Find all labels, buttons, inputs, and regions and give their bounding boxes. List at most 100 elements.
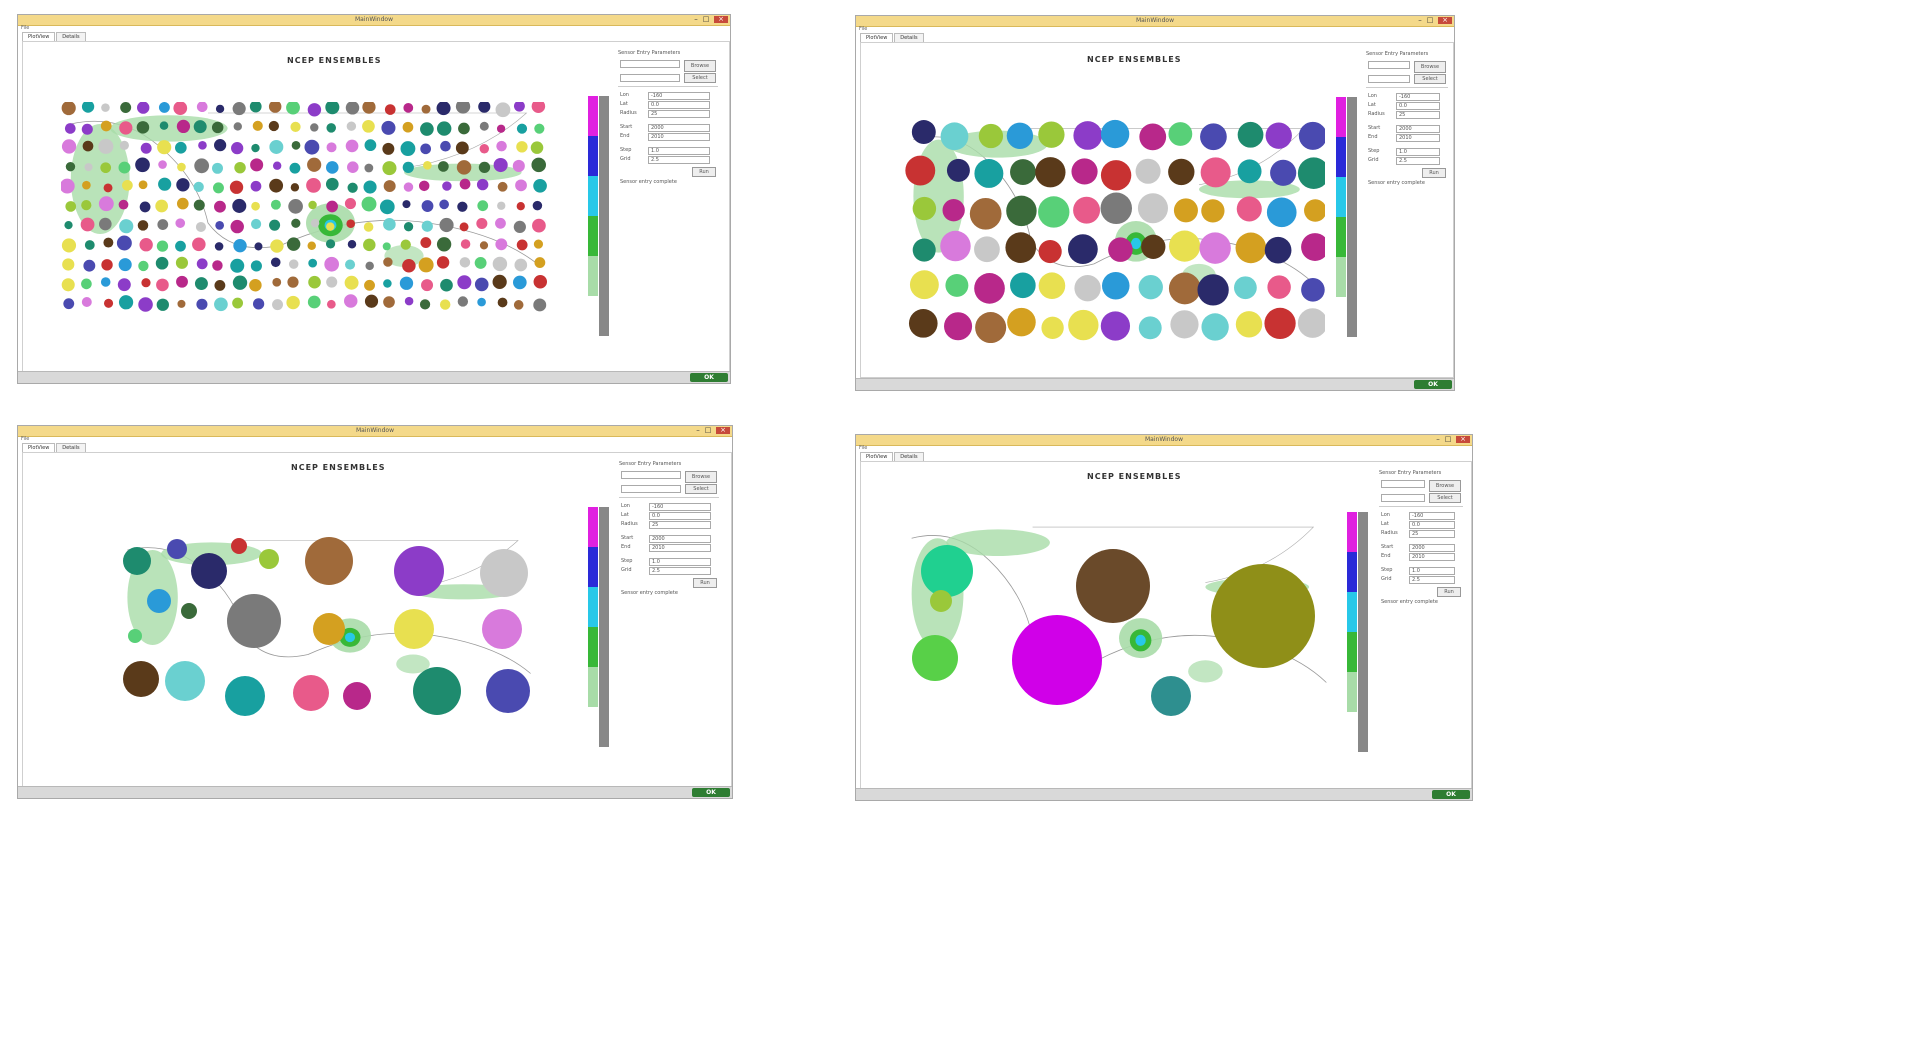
station-marker xyxy=(476,217,488,230)
input-field[interactable] xyxy=(621,471,681,479)
maximize-icon[interactable]: □ xyxy=(1426,16,1434,24)
field-input[interactable]: 1.0 xyxy=(649,558,711,566)
field-input[interactable]: 2010 xyxy=(649,544,711,552)
field-input[interactable]: 0.0 xyxy=(649,512,711,520)
field-input[interactable]: -160 xyxy=(648,92,710,100)
station-marker xyxy=(344,294,358,308)
run-button[interactable]: Run xyxy=(692,167,716,177)
close-icon[interactable]: × xyxy=(716,427,730,434)
input-field[interactable] xyxy=(620,74,680,82)
minimize-icon[interactable]: – xyxy=(696,426,700,434)
field-input[interactable]: 2000 xyxy=(1396,125,1440,133)
input-field[interactable] xyxy=(620,60,680,68)
menu-bar[interactable]: File xyxy=(21,25,30,31)
menu-bar[interactable]: File xyxy=(859,445,868,451)
field-input[interactable]: 25 xyxy=(648,110,710,118)
close-icon[interactable]: × xyxy=(1438,17,1452,24)
tab-details[interactable]: Details xyxy=(56,32,86,41)
select-button[interactable]: Select xyxy=(685,484,717,494)
field-input[interactable]: 2010 xyxy=(1396,134,1440,142)
station-marker xyxy=(225,676,265,716)
station-marker xyxy=(344,197,357,210)
maximize-icon[interactable]: □ xyxy=(1444,435,1452,443)
field-input[interactable]: 2010 xyxy=(1409,553,1455,561)
close-icon[interactable]: × xyxy=(714,16,728,23)
station-marker xyxy=(173,102,188,116)
select-button[interactable]: Select xyxy=(1414,74,1446,84)
station-marker xyxy=(155,199,169,213)
station-marker xyxy=(249,278,262,292)
close-icon[interactable]: × xyxy=(1456,436,1470,443)
field-input[interactable]: 0.0 xyxy=(1396,102,1440,110)
browse-button[interactable]: Browse xyxy=(1429,480,1461,492)
station-marker xyxy=(326,123,337,133)
select-button[interactable]: Select xyxy=(1429,493,1461,503)
station-marker xyxy=(193,199,205,211)
minimize-icon[interactable]: – xyxy=(694,15,698,23)
field-input[interactable]: 2000 xyxy=(648,124,710,132)
field-input[interactable]: 1.0 xyxy=(1409,567,1455,575)
field-input[interactable]: 25 xyxy=(649,521,711,529)
land-region xyxy=(1188,660,1223,683)
field-input[interactable]: 1.0 xyxy=(1396,148,1440,156)
map-canvas[interactable] xyxy=(903,516,1335,738)
field-input[interactable]: 0.0 xyxy=(1409,521,1455,529)
field-input[interactable]: 2.5 xyxy=(1409,576,1455,584)
field-input[interactable]: 25 xyxy=(1396,111,1440,119)
station-marker xyxy=(167,539,187,559)
input-field[interactable] xyxy=(1381,480,1425,488)
select-button[interactable]: Select xyxy=(684,73,716,83)
tab-plotview[interactable]: PlotView xyxy=(860,452,894,461)
field-input[interactable]: 2010 xyxy=(648,133,710,141)
station-marker xyxy=(214,280,226,291)
input-field[interactable] xyxy=(1368,75,1410,83)
station-marker xyxy=(268,102,282,113)
field-label: Lon xyxy=(1368,93,1377,99)
maximize-icon[interactable]: □ xyxy=(702,15,710,23)
field-input[interactable]: 2.5 xyxy=(648,156,710,164)
station-marker xyxy=(158,177,172,191)
tab-details[interactable]: Details xyxy=(56,443,86,452)
input-field[interactable] xyxy=(621,485,681,493)
input-field[interactable] xyxy=(1381,494,1425,502)
map-canvas[interactable] xyxy=(61,102,551,322)
minimize-icon[interactable]: – xyxy=(1436,435,1440,443)
station-marker xyxy=(512,275,527,290)
run-button[interactable]: Run xyxy=(693,578,717,588)
field-input[interactable]: 2.5 xyxy=(649,567,711,575)
browse-button[interactable]: Browse xyxy=(685,471,717,483)
tab-plotview[interactable]: PlotView xyxy=(22,443,56,452)
tab-plotview[interactable]: PlotView xyxy=(860,33,894,42)
field-input[interactable]: 25 xyxy=(1409,530,1455,538)
browse-button[interactable]: Browse xyxy=(684,60,716,72)
field-input[interactable]: 2.5 xyxy=(1396,157,1440,165)
station-marker xyxy=(440,140,451,152)
map-canvas[interactable] xyxy=(905,117,1325,343)
run-button[interactable]: Run xyxy=(1437,587,1461,597)
field-input[interactable]: -160 xyxy=(649,503,711,511)
station-marker xyxy=(250,260,262,272)
maximize-icon[interactable]: □ xyxy=(704,426,712,434)
map-canvas[interactable] xyxy=(119,531,539,721)
tab-details[interactable]: Details xyxy=(894,33,924,42)
station-marker xyxy=(232,297,244,309)
field-input[interactable]: -160 xyxy=(1396,93,1440,101)
field-input[interactable]: 0.0 xyxy=(648,101,710,109)
menu-bar[interactable]: File xyxy=(859,26,868,32)
station-marker xyxy=(1074,274,1101,302)
input-field[interactable] xyxy=(1368,61,1410,69)
field-input[interactable]: 2000 xyxy=(649,535,711,543)
field-input[interactable]: 2000 xyxy=(1409,544,1455,552)
station-marker xyxy=(974,158,1004,188)
plot-area: NCEP ENSEMBLES Sensor Entry Parameters Br… xyxy=(860,461,1472,789)
run-button[interactable]: Run xyxy=(1422,168,1446,178)
minimize-icon[interactable]: – xyxy=(1418,16,1422,24)
station-marker xyxy=(437,161,449,172)
field-input[interactable]: -160 xyxy=(1409,512,1455,520)
field-input[interactable]: 1.0 xyxy=(648,147,710,155)
tab-details[interactable]: Details xyxy=(894,452,924,461)
tab-plotview[interactable]: PlotView xyxy=(22,32,56,41)
menu-bar[interactable]: File xyxy=(21,436,30,442)
station-marker xyxy=(119,219,134,234)
browse-button[interactable]: Browse xyxy=(1414,61,1446,73)
